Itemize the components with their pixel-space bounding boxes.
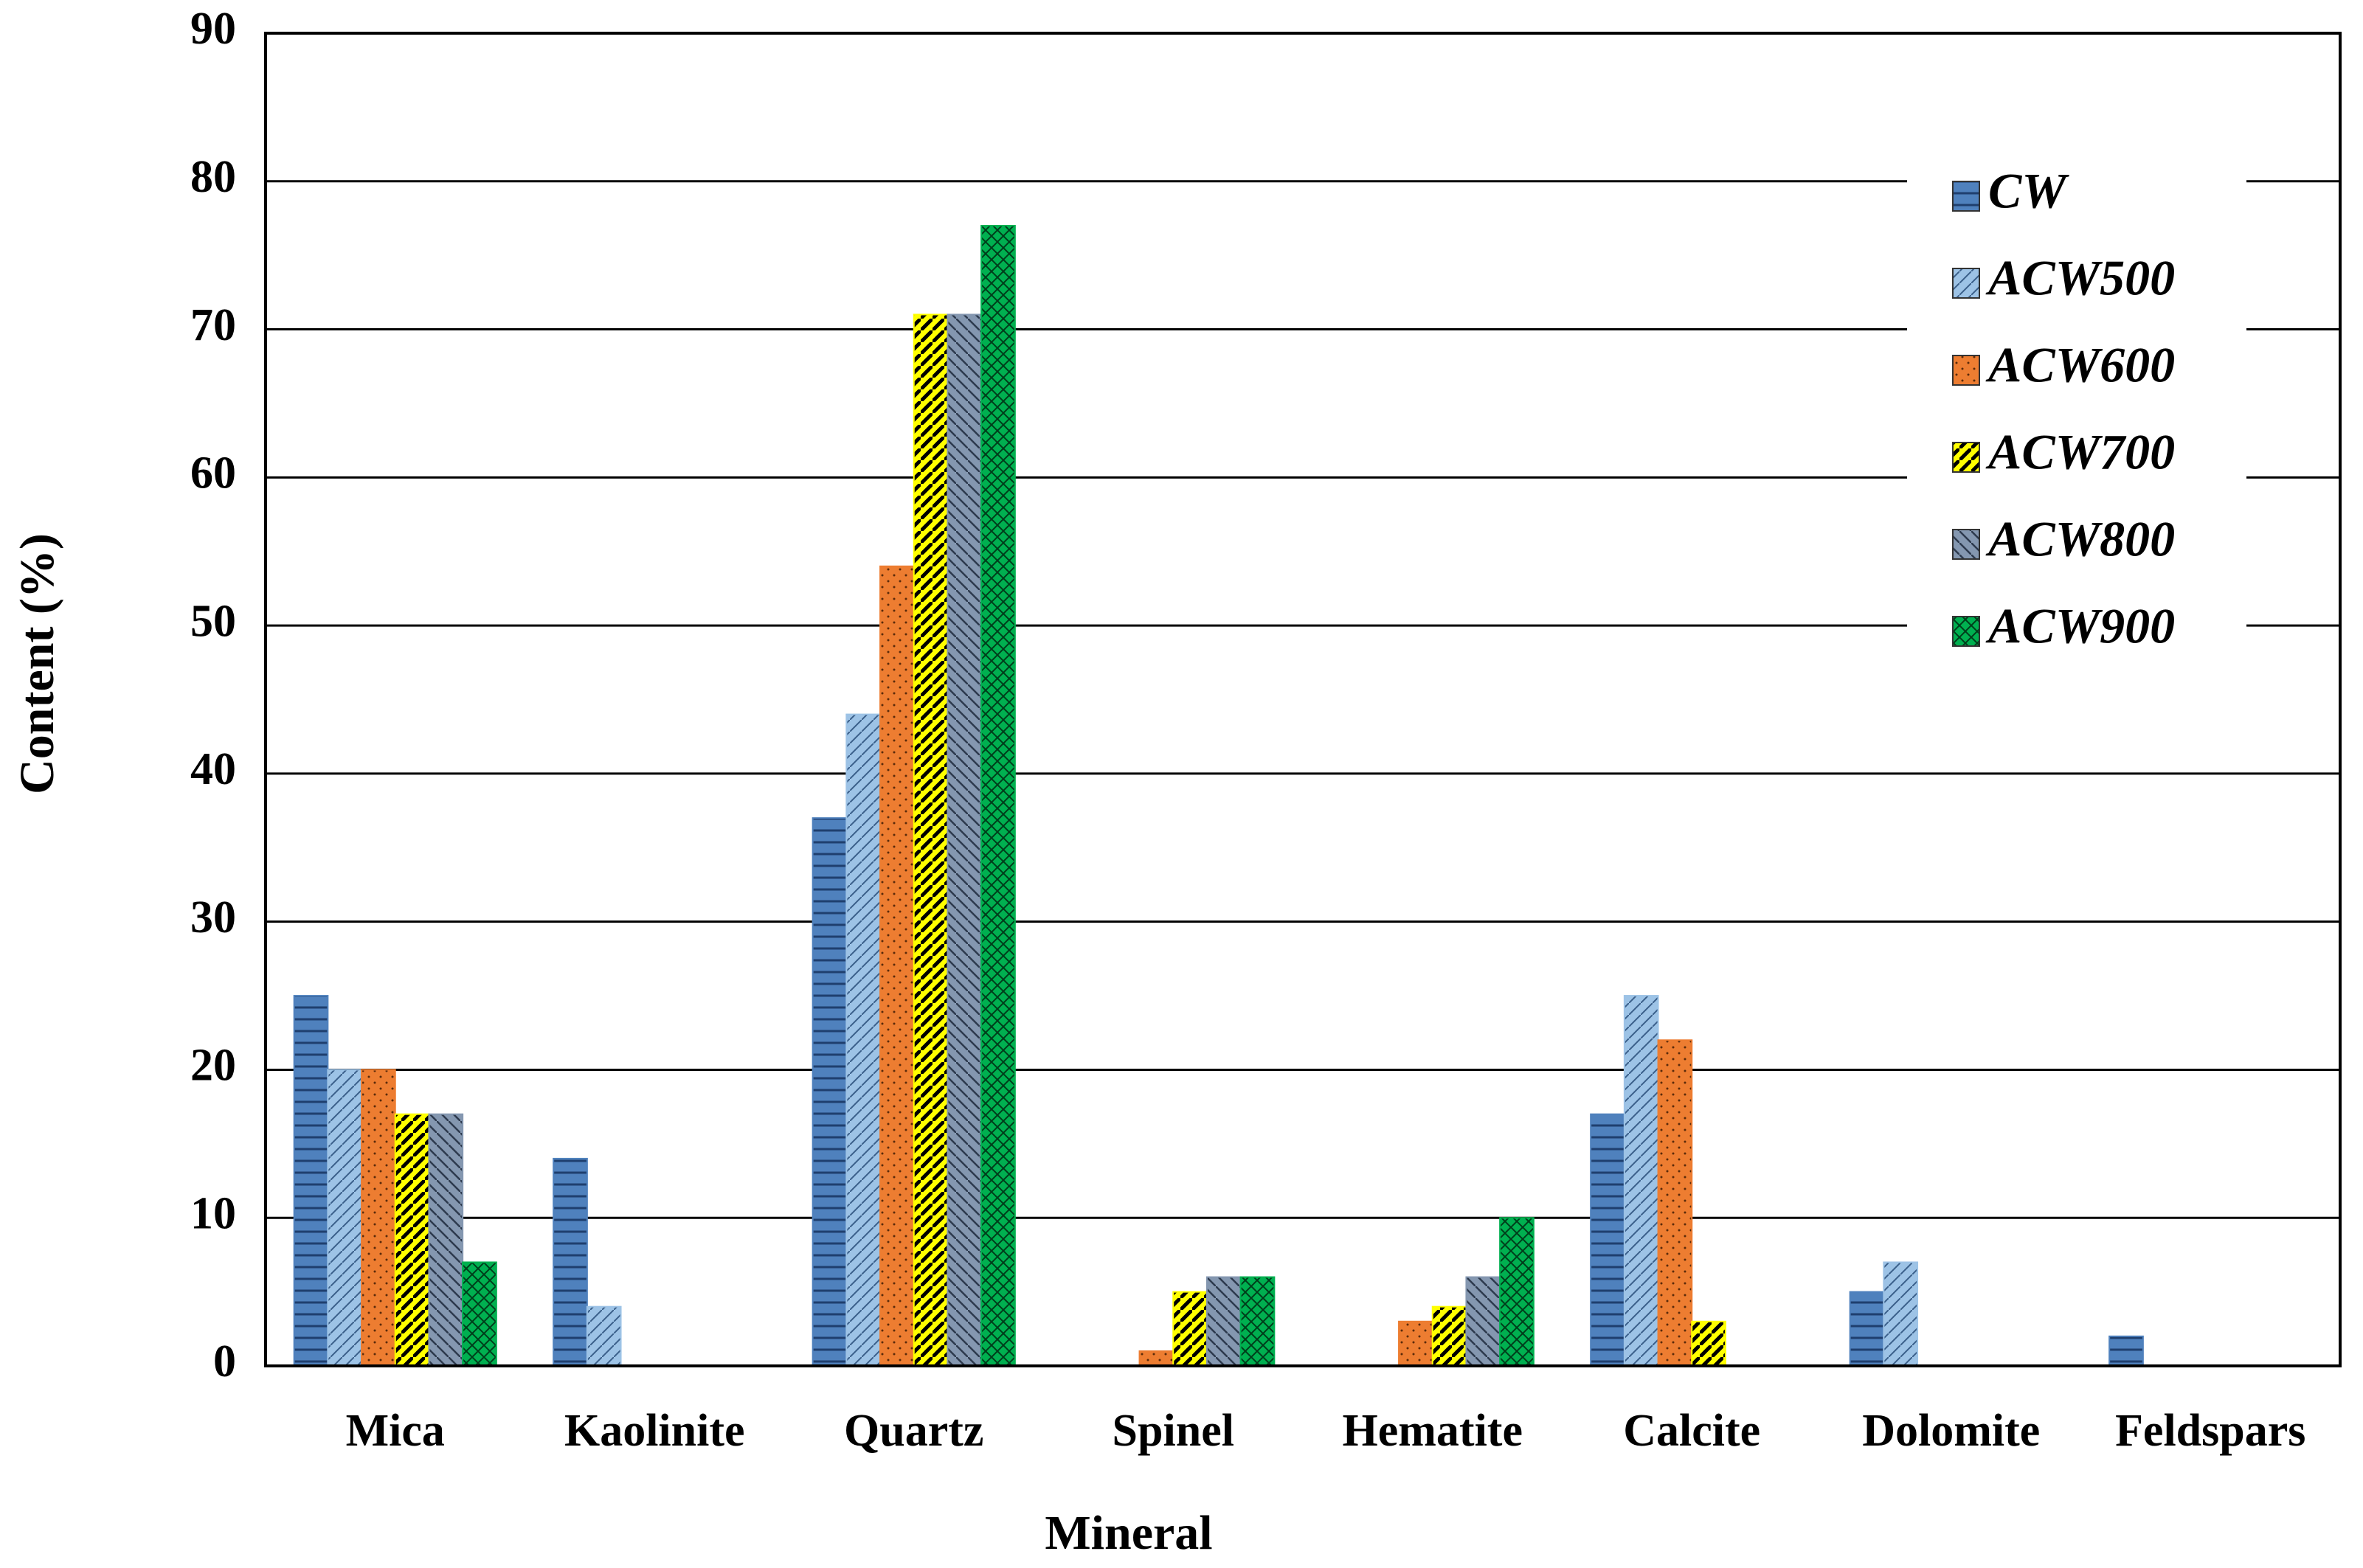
bar bbox=[1590, 1113, 1625, 1367]
legend-swatch bbox=[1952, 442, 1980, 473]
y-tick-label: 30 bbox=[190, 892, 236, 943]
legend-swatch bbox=[1952, 181, 1980, 212]
bar bbox=[1431, 1305, 1467, 1367]
legend-swatch bbox=[1952, 355, 1980, 386]
bar bbox=[327, 1069, 363, 1367]
bar bbox=[812, 817, 848, 1367]
y-tick-label: 20 bbox=[190, 1041, 236, 1091]
bar bbox=[1205, 1276, 1242, 1367]
bar bbox=[1691, 1320, 1726, 1367]
x-tick-label: Mica bbox=[346, 1406, 445, 1456]
bar bbox=[947, 313, 983, 1367]
legend-label: ACW600 bbox=[1985, 337, 2175, 393]
y-tick-label: 90 bbox=[190, 4, 236, 54]
x-tick-label: Calcite bbox=[1623, 1406, 1760, 1456]
legend-swatch bbox=[1952, 616, 1980, 647]
bar bbox=[361, 1069, 396, 1367]
bar bbox=[879, 565, 915, 1367]
bar bbox=[428, 1113, 464, 1367]
y-axis-label: Content (%) bbox=[10, 533, 64, 794]
legend-label: CW bbox=[1988, 163, 2069, 219]
bar bbox=[394, 1113, 430, 1367]
y-tick-label: 10 bbox=[190, 1188, 236, 1238]
legend-label: ACW700 bbox=[1985, 424, 2175, 480]
bar bbox=[1172, 1291, 1208, 1367]
legend-box bbox=[1907, 159, 2246, 664]
plot-frame bbox=[264, 32, 2342, 1367]
bar bbox=[2108, 1335, 2144, 1367]
y-tick-label: 80 bbox=[190, 152, 236, 202]
bar bbox=[1623, 995, 1659, 1367]
y-tick-label: 70 bbox=[190, 300, 236, 350]
legend-swatch bbox=[1952, 268, 1980, 299]
x-tick-label: Dolomite bbox=[1862, 1406, 2040, 1456]
x-tick-label: Quartz bbox=[844, 1406, 983, 1456]
x-tick-label: Feldspars bbox=[2115, 1406, 2305, 1456]
y-tick-label: 0 bbox=[213, 1336, 236, 1387]
legend-label: ACW500 bbox=[1985, 250, 2175, 306]
bar bbox=[913, 313, 949, 1367]
x-tick-label: Hematite bbox=[1343, 1406, 1523, 1456]
bar bbox=[586, 1305, 622, 1367]
bar bbox=[980, 225, 1016, 1367]
legend-swatch bbox=[1952, 529, 1980, 560]
bar bbox=[293, 995, 329, 1367]
bar bbox=[462, 1261, 497, 1367]
bar bbox=[1239, 1276, 1276, 1367]
bar bbox=[845, 713, 882, 1367]
bar bbox=[1849, 1291, 1885, 1367]
bar bbox=[1657, 1039, 1693, 1367]
y-tick-label: 50 bbox=[190, 596, 236, 646]
bar bbox=[1465, 1276, 1501, 1367]
x-tick-label: Kaolinite bbox=[564, 1406, 745, 1456]
y-tick-label: 60 bbox=[190, 448, 236, 499]
bar bbox=[1883, 1261, 1919, 1367]
bar bbox=[1138, 1350, 1174, 1367]
x-tick-label: Spinel bbox=[1113, 1406, 1234, 1456]
bar bbox=[1499, 1217, 1535, 1367]
bar bbox=[553, 1157, 588, 1367]
bar bbox=[1398, 1320, 1433, 1367]
x-axis-label: Mineral bbox=[1045, 1506, 1212, 1560]
legend-label: ACW800 bbox=[1985, 511, 2175, 567]
y-tick-label: 40 bbox=[190, 744, 236, 794]
legend-label: ACW900 bbox=[1985, 598, 2175, 654]
